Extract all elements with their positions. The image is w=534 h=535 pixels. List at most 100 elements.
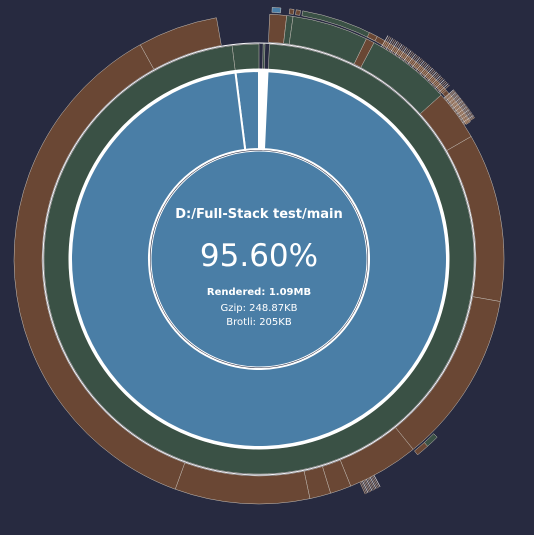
module-slice-line — [428, 72, 439, 83]
module-slice-line — [416, 61, 426, 73]
module-slice-line — [459, 111, 471, 120]
module-slice-line — [367, 478, 374, 491]
module-slice-line — [454, 103, 466, 112]
module-slice-line — [414, 59, 424, 70]
module-slice-line — [439, 84, 450, 95]
module-slice-line — [453, 101, 464, 111]
module-slice-line — [423, 67, 433, 78]
module-slice-line — [450, 97, 461, 107]
module-slice-line — [381, 35, 389, 47]
module-slice-line — [384, 37, 392, 49]
module-slice-line — [450, 98, 462, 108]
level-4-segment[interactable] — [414, 442, 428, 456]
module-slice-line — [448, 94, 459, 104]
module-slice-line — [373, 475, 381, 487]
ring-separator — [42, 42, 476, 476]
module-slice-line — [393, 43, 401, 55]
module-slice-line — [432, 76, 443, 87]
module-slice-line — [433, 78, 444, 88]
module-slice-line — [420, 65, 431, 76]
module-slice-line — [456, 106, 468, 115]
module-slice-line — [372, 475, 380, 488]
ring-separator — [68, 68, 450, 450]
module-slice-line — [449, 96, 461, 106]
module-slice-line — [412, 58, 422, 69]
level-2-segment[interactable] — [231, 43, 260, 71]
module-slice-line — [461, 114, 473, 123]
module-slice-line — [422, 66, 432, 77]
module-slice-line — [382, 36, 390, 48]
module-slice-line — [368, 477, 376, 490]
module-slice-line — [434, 79, 445, 89]
module-slice-line — [438, 83, 449, 93]
module-slice-line — [455, 104, 466, 113]
module-slice-line — [366, 479, 373, 492]
module-slice-line — [387, 39, 395, 51]
module-slice-line — [446, 93, 458, 103]
fine-module-slices — [359, 35, 475, 495]
module-slice-line — [419, 64, 429, 75]
module-slice-line — [404, 51, 413, 63]
module-slice-line — [460, 112, 472, 121]
module-slice-line — [362, 480, 369, 493]
module-slice-line — [463, 117, 475, 125]
module-slice-line — [436, 80, 446, 91]
module-slice-line — [411, 57, 421, 68]
module-slice-line — [448, 95, 460, 105]
module-slice-line — [396, 45, 404, 57]
module-slice-line — [418, 62, 428, 74]
module-slice-line — [455, 105, 467, 114]
module-slice-line — [463, 116, 475, 124]
level-3-segment[interactable] — [13, 44, 186, 490]
module-slice-line — [437, 82, 448, 92]
level-3-ring — [13, 13, 505, 505]
module-slice-line — [457, 107, 469, 116]
module-slice-line — [394, 44, 403, 56]
module-slice-line — [424, 69, 435, 80]
level-3-segment[interactable] — [139, 17, 222, 70]
module-slice-line — [453, 102, 465, 111]
module-slice-line — [458, 109, 470, 118]
module-slice-line — [406, 52, 415, 64]
level-4-segment[interactable] — [295, 9, 301, 16]
module-slice-line — [457, 108, 469, 117]
module-slice-line — [444, 90, 455, 100]
module-slice-line — [364, 479, 372, 492]
module-slice-line — [371, 476, 378, 489]
module-slice-line — [407, 53, 416, 65]
module-slice-line — [410, 55, 419, 67]
module-slice-line — [415, 60, 425, 72]
module-slice-line — [443, 89, 454, 99]
module-slice-line — [391, 42, 400, 54]
module-slice-line — [360, 481, 367, 494]
center-circle[interactable] — [150, 150, 368, 368]
module-slice-line — [388, 40, 397, 52]
module-slice-line — [390, 41, 398, 53]
level-4-segment[interactable] — [271, 7, 282, 14]
module-slice-line — [459, 110, 471, 119]
module-slice-line — [431, 75, 441, 86]
module-slice-line — [403, 50, 412, 62]
level-4-segment[interactable] — [288, 8, 295, 15]
module-slice-line — [429, 74, 440, 84]
module-slice-line — [400, 48, 409, 60]
module-slice-line — [369, 477, 377, 490]
module-slice-line — [427, 71, 437, 82]
module-slice-line — [397, 46, 406, 58]
module-slice-line — [363, 480, 370, 493]
module-slice-line — [398, 47, 407, 59]
module-slice-line — [359, 482, 366, 495]
module-slice-line — [401, 49, 410, 61]
module-slice-line — [462, 115, 474, 123]
module-slice-line — [451, 99, 463, 109]
module-slice-line — [447, 94, 458, 103]
module-slice-line — [452, 100, 464, 110]
module-slice-line — [461, 113, 473, 122]
level-2-segment[interactable] — [262, 43, 266, 70]
module-slice-line — [408, 54, 418, 66]
module-slice-line — [445, 92, 457, 102]
module-slice-line — [445, 91, 456, 101]
module-slice-line — [385, 38, 394, 50]
module-slice-line — [426, 70, 436, 81]
